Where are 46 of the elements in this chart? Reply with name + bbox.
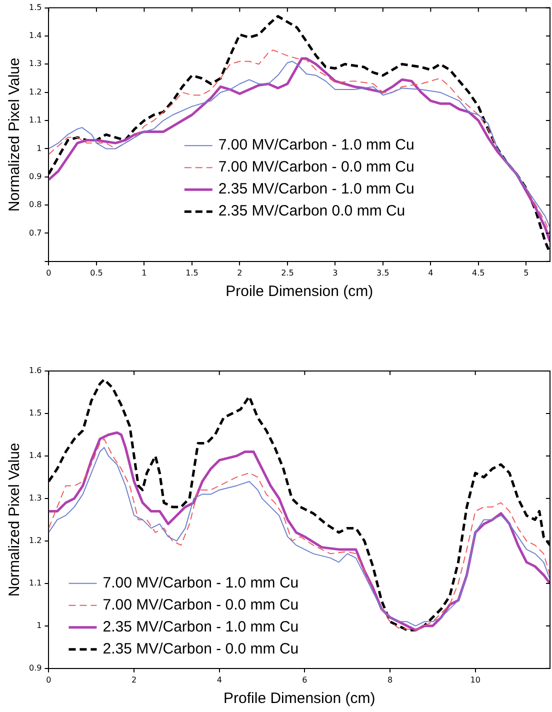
legend-label: 2.35 MV/Carbon 0.0 mm Cu	[218, 202, 406, 220]
y-tick-label: 0.9	[28, 663, 42, 672]
x-axis-title: Proile Dimension (cm)	[226, 283, 374, 300]
x-tick-label: 0.5	[90, 268, 103, 278]
x-axis-title: Profile Dimension (cm)	[224, 690, 376, 708]
legend-label: 7.00 MV/Carbon - 0.0 mm Cu	[218, 158, 414, 176]
x-tick-label: 4	[216, 675, 222, 684]
y-tick-label: 1.1	[28, 116, 42, 125]
x-tick-label: 0	[46, 268, 52, 278]
x-tick-label: 2	[237, 268, 242, 278]
y-tick-label: 1.3	[28, 494, 42, 503]
x-tick-label: 3	[332, 268, 338, 278]
x-tick-label: 10	[470, 675, 480, 684]
x-tick-label: 4.5	[472, 268, 485, 278]
x-tick-label: 6	[302, 675, 308, 684]
legend-label: 2.35 MV/Carbon - 1.0 mm Cu	[218, 180, 414, 198]
x-tick-label: 2.5	[281, 268, 294, 278]
y-tick-label: 1	[36, 144, 42, 153]
x-tick-label: 1.5	[186, 268, 198, 278]
x-tick-label: 0	[46, 675, 52, 684]
legend-label: 7.00 MV/Carbon - 1.0 mm Cu	[218, 136, 414, 154]
y-axis-title: Normalized Pixel Value	[6, 58, 24, 212]
y-tick-label: 1.5	[28, 2, 42, 12]
y-tick-label: 1.1	[28, 578, 42, 588]
x-tick-label: 2	[132, 675, 137, 684]
y-tick-label: 0.9	[28, 172, 42, 181]
y-tick-label: 0.8	[28, 200, 42, 210]
x-tick-label: 8	[387, 675, 393, 684]
legend-label: 2.35 MV/Carbon - 0.0 mm Cu	[102, 640, 299, 658]
x-tick-label: 4	[428, 268, 434, 278]
x-tick-label: 3.5	[376, 268, 390, 278]
y-axis-title: Normalized Pixel Value	[6, 442, 24, 597]
x-tick-label: 5	[524, 268, 529, 278]
y-tick-label: 0.7	[28, 228, 42, 238]
y-tick-label: 1.3	[28, 59, 42, 68]
y-tick-label: 1.5	[28, 408, 42, 418]
legend-label: 7.00 MV/Carbon - 1.0 mm Cu	[102, 574, 299, 592]
y-tick-label: 1	[36, 620, 42, 630]
y-tick-label: 1.6	[28, 366, 42, 376]
legend-label: 2.35 MV/Carbon - 1.0 mm Cu	[102, 618, 299, 636]
legend-label: 7.00 MV/Carbon - 0.0 mm Cu	[102, 596, 299, 614]
y-tick-label: 1.2	[28, 536, 42, 546]
y-tick-label: 1.2	[28, 87, 42, 96]
y-tick-label: 1.4	[28, 31, 42, 40]
x-tick-label: 1	[142, 268, 147, 278]
y-tick-label: 1.4	[28, 451, 42, 460]
